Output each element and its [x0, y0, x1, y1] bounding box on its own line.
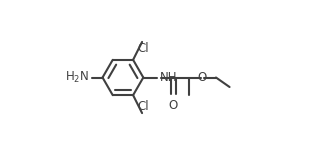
Text: Cl: Cl	[138, 100, 149, 113]
Text: NH: NH	[160, 71, 177, 84]
Text: Cl: Cl	[138, 42, 149, 55]
Text: H$_2$N: H$_2$N	[66, 70, 90, 85]
Text: O: O	[169, 99, 178, 112]
Text: O: O	[198, 71, 207, 84]
